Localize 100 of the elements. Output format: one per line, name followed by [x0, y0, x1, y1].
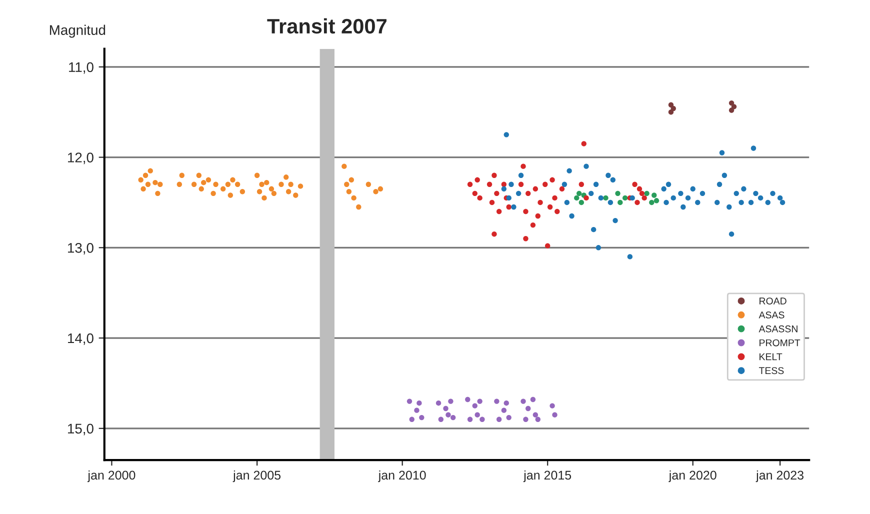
point — [753, 190, 758, 196]
point — [770, 190, 776, 196]
point — [634, 200, 640, 206]
point — [685, 195, 691, 201]
x-tick-label: jan 2000 — [87, 470, 136, 482]
point — [750, 146, 756, 151]
point — [409, 416, 414, 422]
point — [467, 182, 473, 187]
point — [535, 416, 540, 422]
point — [726, 204, 732, 210]
point — [268, 186, 274, 192]
point — [530, 222, 536, 228]
point — [670, 195, 676, 201]
legend-label: KELT — [760, 353, 782, 360]
point — [288, 182, 294, 187]
point — [550, 403, 555, 408]
point — [559, 186, 565, 192]
point — [538, 200, 543, 206]
point — [523, 236, 528, 242]
point — [636, 186, 642, 192]
point — [501, 182, 507, 187]
point — [603, 195, 608, 201]
point — [489, 200, 495, 206]
point — [566, 168, 572, 174]
point — [523, 416, 528, 422]
point — [630, 195, 635, 201]
point — [652, 192, 657, 198]
point — [206, 177, 212, 182]
point — [618, 200, 623, 206]
point — [598, 195, 604, 201]
point — [542, 182, 548, 187]
point — [378, 186, 384, 192]
point — [240, 189, 246, 194]
point — [584, 164, 589, 169]
point — [501, 408, 507, 413]
legend-label: ASAS — [758, 312, 784, 318]
point — [632, 182, 638, 187]
x-tick-label: jan 2015 — [523, 470, 572, 482]
point — [649, 200, 654, 206]
point — [581, 141, 586, 146]
point — [225, 182, 231, 187]
point — [486, 182, 492, 187]
point — [446, 412, 451, 418]
point — [196, 172, 202, 178]
point — [506, 204, 512, 210]
x-tick-label: jan 2010 — [378, 470, 426, 482]
point — [278, 182, 284, 187]
point — [680, 204, 686, 210]
point — [501, 186, 507, 192]
point — [155, 190, 160, 196]
point — [552, 195, 558, 201]
point — [610, 177, 616, 182]
point — [450, 414, 456, 420]
point — [213, 182, 218, 187]
point — [298, 184, 304, 189]
point — [639, 190, 645, 196]
point — [578, 182, 584, 187]
point — [448, 398, 454, 404]
point — [191, 182, 197, 187]
point — [492, 172, 497, 178]
point — [627, 254, 633, 260]
point — [596, 245, 602, 250]
point — [496, 416, 502, 422]
point — [406, 398, 412, 404]
point — [569, 213, 574, 219]
point — [552, 412, 558, 418]
point — [612, 218, 618, 224]
y-tick-label: 12,0 — [68, 152, 94, 164]
point — [670, 106, 676, 112]
point — [142, 172, 148, 178]
point — [284, 174, 289, 180]
point — [477, 195, 482, 201]
point — [201, 180, 206, 186]
point — [480, 416, 485, 422]
point — [576, 190, 582, 196]
point — [414, 408, 420, 413]
point — [700, 190, 706, 196]
point — [419, 414, 424, 420]
point — [220, 186, 226, 192]
point — [520, 164, 526, 169]
point — [719, 150, 725, 156]
legend-label: PROMPT — [760, 339, 800, 346]
point — [695, 200, 700, 206]
point — [550, 177, 555, 182]
point — [593, 182, 599, 187]
point — [547, 204, 553, 210]
point — [748, 200, 754, 206]
point — [210, 190, 216, 196]
point — [494, 398, 500, 404]
point — [506, 414, 512, 420]
point — [578, 200, 584, 206]
point — [731, 104, 737, 110]
point — [664, 200, 669, 206]
point — [443, 406, 448, 412]
y-tick-label: 14,0 — [68, 333, 94, 345]
point — [606, 172, 611, 178]
point — [511, 204, 516, 210]
point — [138, 177, 144, 182]
point — [262, 195, 267, 201]
point — [728, 231, 734, 237]
